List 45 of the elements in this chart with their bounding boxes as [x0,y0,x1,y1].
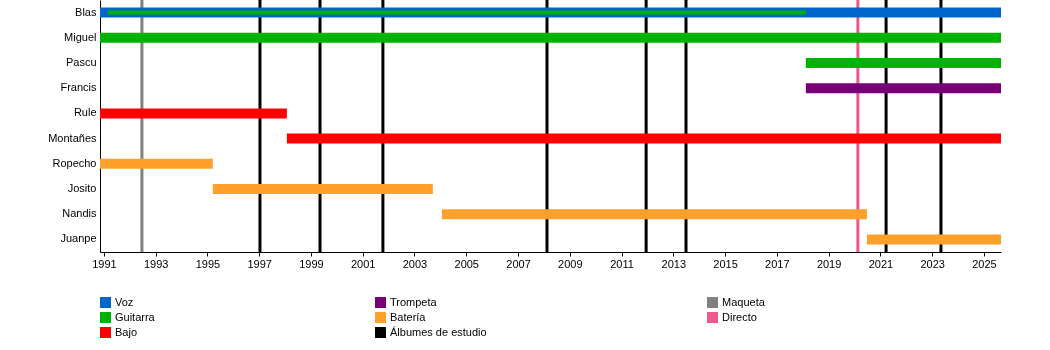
x-tick-label: 1997 [247,257,272,270]
bar [805,83,1001,94]
x-tick-label: 2015 [713,257,738,270]
x-tick-label: 2005 [454,257,479,270]
bar [100,108,287,119]
y-tick-label: Miguel [64,30,97,43]
x-tick-label: 2013 [661,257,687,270]
bar [805,58,1001,68]
x-tick-label: 1999 [299,257,324,270]
x-tick-label: 2025 [972,257,997,270]
y-tick-label: Ropecho [52,156,97,169]
x-tick-label: 2003 [402,257,428,270]
x-tick-label: 2001 [350,257,376,270]
legend-label: Maqueta [722,295,766,308]
legend-label: Bajo [115,325,138,338]
bar [212,184,433,194]
bar [100,32,1001,43]
bar [286,133,1001,144]
x-tick-label: 2021 [868,257,894,270]
y-tick-label: Juanpe [60,232,97,245]
bar [441,209,867,220]
legend-label: Guitarra [115,310,156,323]
x-tick-label: 1993 [143,257,169,270]
x-tick-label: 2011 [610,257,634,270]
y-tick-label: Rule [73,106,97,119]
y-tick-label: Blas [75,5,97,18]
bar [866,234,1001,245]
legend-label: Batería [390,310,427,323]
y-tick-label: Pascu [65,56,97,68]
x-tick-label: 2023 [920,257,945,270]
y-tick-label: Nandis [62,207,97,220]
x-tick-label: 1991 [92,257,117,270]
legend-label: Voz [115,295,134,308]
legend-label: Directo [722,310,757,323]
legend-label: Trompeta [390,295,438,308]
x-tick-label: 2007 [506,257,531,270]
y-tick-label: Montañes [48,131,97,144]
x-tick-label: 2017 [765,257,790,270]
x-tick-label: 1995 [195,257,221,270]
y-tick-label: Francis [60,81,97,94]
bar [100,158,213,169]
y-tick-label: Josito [67,182,97,194]
legend-label: Álbumes de estudio [390,325,487,338]
x-tick-label: 2009 [558,257,583,270]
x-tick-label: 2019 [816,257,842,270]
